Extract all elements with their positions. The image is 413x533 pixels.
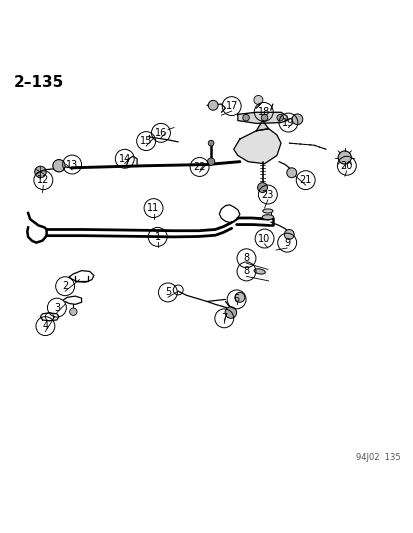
Text: 8: 8 — [243, 266, 249, 277]
Text: 94J02  135: 94J02 135 — [355, 453, 399, 462]
Text: 2: 2 — [62, 281, 68, 291]
Circle shape — [286, 168, 296, 177]
Text: 17: 17 — [225, 101, 237, 111]
Text: 3: 3 — [54, 303, 60, 313]
Text: 1: 1 — [154, 232, 160, 242]
Circle shape — [208, 140, 214, 146]
Text: 2–135: 2–135 — [14, 75, 64, 90]
Circle shape — [35, 166, 46, 177]
Text: 13: 13 — [66, 159, 78, 169]
Ellipse shape — [261, 215, 273, 220]
Text: 14: 14 — [119, 154, 131, 164]
Text: 5: 5 — [164, 287, 171, 297]
Circle shape — [253, 95, 262, 104]
Circle shape — [235, 293, 244, 302]
Text: 11: 11 — [147, 203, 159, 213]
Text: 12: 12 — [37, 175, 50, 185]
Text: 9: 9 — [283, 238, 290, 248]
Text: 19: 19 — [282, 118, 294, 127]
Circle shape — [284, 230, 294, 239]
Circle shape — [292, 114, 302, 125]
Text: 4: 4 — [42, 321, 48, 331]
Circle shape — [337, 151, 351, 164]
Text: 20: 20 — [340, 161, 352, 171]
Circle shape — [53, 159, 65, 172]
Circle shape — [207, 158, 214, 165]
Ellipse shape — [253, 269, 265, 274]
Circle shape — [257, 183, 267, 192]
Text: 8: 8 — [243, 253, 249, 263]
Text: 18: 18 — [257, 107, 269, 117]
Circle shape — [208, 100, 218, 110]
Circle shape — [242, 115, 249, 121]
Polygon shape — [256, 120, 268, 131]
Text: 15: 15 — [140, 136, 152, 146]
Polygon shape — [233, 129, 280, 164]
Circle shape — [276, 115, 283, 121]
Text: 16: 16 — [154, 128, 167, 138]
Ellipse shape — [262, 209, 272, 213]
Text: 22: 22 — [193, 162, 205, 172]
Text: 6: 6 — [233, 294, 239, 304]
Text: 21: 21 — [299, 175, 311, 185]
Circle shape — [69, 308, 77, 316]
Text: 23: 23 — [261, 190, 273, 199]
Polygon shape — [237, 112, 287, 124]
Text: 7: 7 — [221, 313, 227, 324]
Circle shape — [225, 307, 236, 318]
Text: 10: 10 — [258, 233, 270, 244]
Circle shape — [261, 115, 267, 121]
